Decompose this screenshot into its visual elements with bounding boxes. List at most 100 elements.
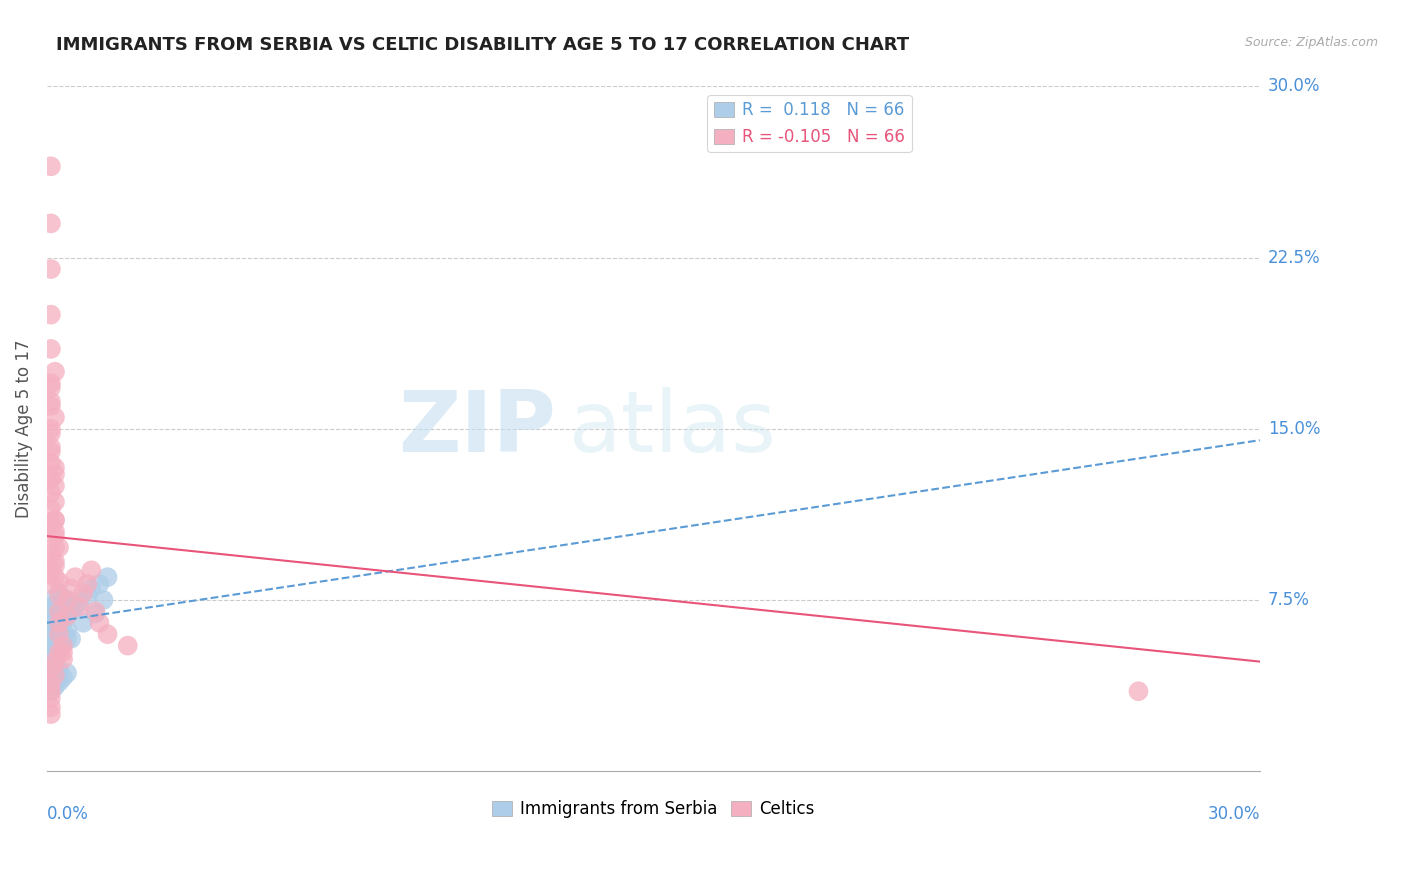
Point xyxy=(39,577,62,591)
Point xyxy=(56,623,79,637)
Point xyxy=(48,602,70,616)
Point xyxy=(44,495,66,509)
Point xyxy=(52,671,75,685)
Point xyxy=(63,599,86,614)
Point xyxy=(48,675,70,690)
Point xyxy=(56,665,79,680)
Text: 0.0%: 0.0% xyxy=(46,805,89,823)
Y-axis label: Disability Age 5 to 17: Disability Age 5 to 17 xyxy=(15,340,32,518)
Point xyxy=(48,604,70,618)
Point xyxy=(39,308,62,322)
Point xyxy=(56,593,79,607)
Point xyxy=(39,634,62,648)
Point xyxy=(39,216,62,230)
Point xyxy=(44,604,66,618)
Point xyxy=(39,700,62,714)
Point xyxy=(44,675,66,690)
Point xyxy=(44,659,66,673)
Point xyxy=(39,422,62,436)
Text: IMMIGRANTS FROM SERBIA VS CELTIC DISABILITY AGE 5 TO 17 CORRELATION CHART: IMMIGRANTS FROM SERBIA VS CELTIC DISABIL… xyxy=(56,36,910,54)
Text: 7.5%: 7.5% xyxy=(1268,591,1310,609)
Point xyxy=(52,627,75,641)
Point xyxy=(44,668,66,682)
Point xyxy=(39,394,62,409)
Text: 22.5%: 22.5% xyxy=(1268,249,1320,267)
Point xyxy=(80,563,103,577)
Point xyxy=(44,618,66,632)
Text: Source: ZipAtlas.com: Source: ZipAtlas.com xyxy=(1244,36,1378,49)
Point xyxy=(44,636,66,650)
Point xyxy=(39,563,62,577)
Point xyxy=(44,467,66,482)
Point xyxy=(52,627,75,641)
Point xyxy=(39,639,62,653)
Point xyxy=(48,664,70,678)
Point xyxy=(44,541,66,555)
Point xyxy=(48,632,70,646)
Point xyxy=(39,677,62,691)
Point xyxy=(56,632,79,646)
Point xyxy=(44,643,66,657)
Point xyxy=(96,627,118,641)
Point xyxy=(39,609,62,624)
Point xyxy=(48,574,70,589)
Text: 30.0%: 30.0% xyxy=(1268,78,1320,95)
Point xyxy=(56,593,79,607)
Point xyxy=(48,588,70,602)
Text: ZIP: ZIP xyxy=(398,387,557,470)
Point xyxy=(67,599,90,614)
Point xyxy=(44,671,66,685)
Point xyxy=(48,645,70,659)
Point xyxy=(44,668,66,682)
Point xyxy=(80,582,103,596)
Point xyxy=(39,684,62,698)
Point xyxy=(76,588,98,602)
Point xyxy=(52,598,75,612)
Point xyxy=(39,657,62,671)
Point xyxy=(60,632,83,646)
Point xyxy=(44,365,66,379)
Point xyxy=(39,399,62,413)
Point xyxy=(44,524,66,539)
Point xyxy=(96,570,118,584)
Point xyxy=(39,673,62,687)
Point xyxy=(44,655,66,669)
Point xyxy=(39,650,62,665)
Point xyxy=(39,485,62,500)
Point xyxy=(39,707,62,722)
Point xyxy=(44,591,66,605)
Point xyxy=(39,607,62,621)
Point xyxy=(44,513,66,527)
Point xyxy=(44,680,66,694)
Point xyxy=(89,577,111,591)
Point xyxy=(89,615,111,630)
Point xyxy=(39,440,62,454)
Point xyxy=(39,342,62,356)
Legend: R =  0.118   N = 66, R = -0.105   N = 66: R = 0.118 N = 66, R = -0.105 N = 66 xyxy=(707,95,912,153)
Point xyxy=(44,479,66,493)
Point xyxy=(39,620,62,634)
Point xyxy=(72,615,94,630)
Point xyxy=(56,609,79,624)
Point xyxy=(48,615,70,630)
Point xyxy=(48,645,70,659)
Point xyxy=(44,513,66,527)
Point xyxy=(39,632,62,646)
Point xyxy=(117,639,139,653)
Point xyxy=(44,639,66,653)
Point xyxy=(48,541,70,555)
Point xyxy=(93,593,115,607)
Point xyxy=(44,554,66,568)
Point xyxy=(39,691,62,706)
Point xyxy=(44,460,66,475)
Point xyxy=(48,586,70,600)
Point xyxy=(52,615,75,630)
Point xyxy=(48,639,70,653)
Point xyxy=(48,627,70,641)
Point xyxy=(67,595,90,609)
Point xyxy=(52,645,75,659)
Point xyxy=(84,607,107,621)
Point xyxy=(44,598,66,612)
Point xyxy=(52,634,75,648)
Point xyxy=(52,652,75,666)
